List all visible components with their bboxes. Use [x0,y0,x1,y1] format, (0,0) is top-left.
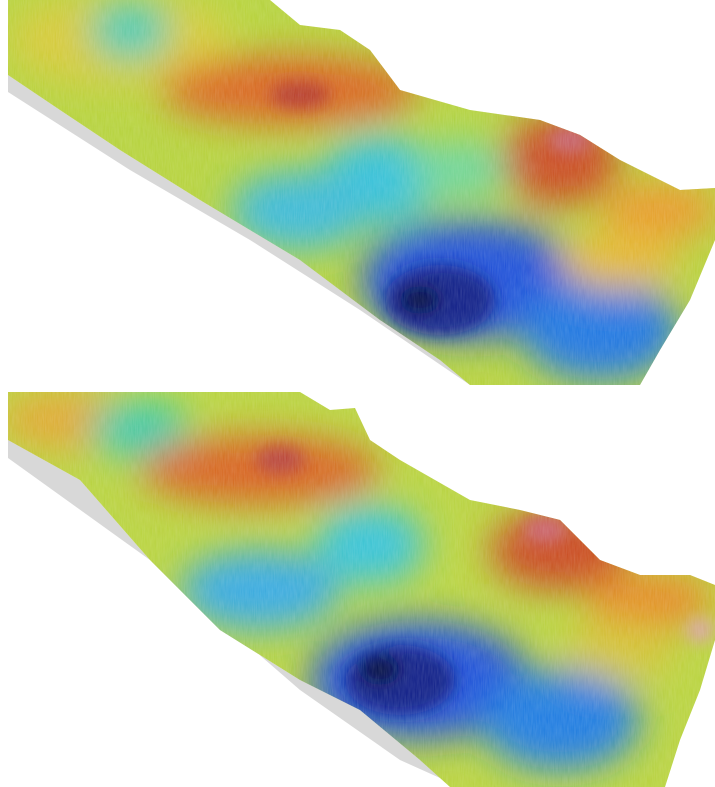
terrain-top [0,0,715,390]
terrain-bottom [0,390,715,787]
terrain-renders [0,0,715,787]
terrain-surface [0,0,715,390]
